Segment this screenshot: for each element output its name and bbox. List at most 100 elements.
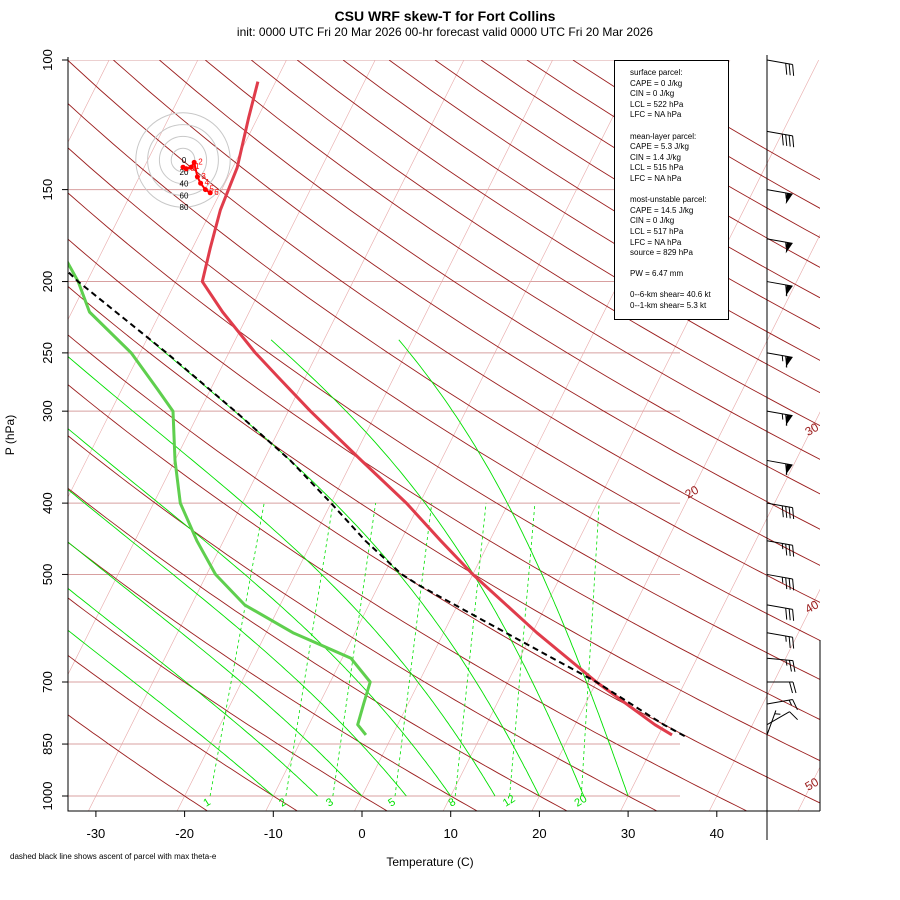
dry-adiabat-line — [251, 60, 820, 427]
mixing-ratio-line — [580, 503, 600, 797]
barb-half-flag — [781, 577, 784, 583]
barb-shaft — [766, 410, 793, 417]
barb-flag — [781, 505, 784, 518]
chart-title: CSU WRF skew-T for Fort Collins — [334, 8, 556, 24]
barb-shaft — [766, 540, 793, 546]
hodograph-point-label: 5 — [209, 185, 214, 194]
barb-shaft — [766, 711, 790, 726]
hodograph-point-label: 0 — [190, 164, 195, 173]
x-axis-label: Temperature (C) — [386, 855, 474, 869]
barb-flag — [788, 660, 792, 672]
barb-flag — [785, 414, 788, 426]
barb-flag — [788, 63, 791, 76]
parcel-info-box: surface parcel: CAPE = 0 J/kg CIN = 0 J/… — [614, 60, 729, 320]
surface-cape: CAPE = 0 J/kg — [630, 78, 683, 88]
surface-lcl: LCL = 522 hPa — [630, 99, 684, 109]
moist-adiabat-line — [398, 339, 629, 797]
hodograph-ring-label: 80 — [180, 203, 189, 212]
barb-shaft — [766, 130, 793, 137]
wind-barb — [766, 573, 795, 591]
barb-half-flag — [785, 192, 787, 199]
barb-flag — [789, 681, 793, 694]
barb-half-flag — [785, 659, 788, 666]
hodograph-ring-label: 0 — [182, 156, 187, 165]
most-unstable-cin: CIN = 0 J/kg — [630, 216, 675, 226]
hodograph-point — [188, 164, 194, 170]
y-tick-label: 500 — [40, 564, 55, 586]
y-tick-label: 1000 — [40, 782, 55, 811]
moist-adiabat-line — [68, 356, 496, 797]
wind-barb — [766, 238, 793, 254]
moist-adiabat-line — [68, 629, 274, 797]
barb-shaft — [766, 604, 793, 610]
y-tick-label: 850 — [40, 733, 55, 755]
hodograph-point — [194, 174, 200, 180]
mixing-ratio-line — [285, 503, 334, 797]
hodograph-ring-label: 60 — [180, 191, 189, 200]
barb-flag — [785, 284, 788, 297]
isotherm-line — [176, 60, 553, 811]
barb-flag — [785, 134, 788, 147]
hodograph-point — [183, 166, 189, 172]
x-tick-label: 20 — [532, 826, 546, 841]
hodograph-point — [191, 159, 197, 165]
barb-flag — [792, 637, 795, 649]
mean-layer-cape: CAPE = 5.3 J/kg — [630, 142, 689, 152]
dry-adiabat-line — [159, 60, 820, 495]
mixing-ratio-label: 3 — [324, 796, 336, 809]
most-unstable-cape: CAPE = 14.5 J/kg — [630, 205, 694, 215]
barb-half-flag — [781, 355, 784, 362]
sounding-series — [68, 81, 686, 737]
dry-adiabat-line — [205, 60, 820, 460]
x-tick-label: -20 — [175, 826, 194, 841]
axes-frame — [67, 57, 820, 812]
mixing-ratio-line — [209, 503, 265, 797]
barb-flag — [785, 608, 788, 620]
shear-0-6km: 0--6-km shear= 40.6 kt — [630, 290, 711, 300]
wind-barb — [766, 189, 793, 205]
isotherm-label: 50 — [803, 775, 822, 794]
dry-adiabat-line — [68, 597, 389, 811]
barb-flag — [785, 544, 788, 556]
wind-barb — [766, 657, 796, 672]
wind-barb — [766, 540, 795, 557]
hodograph-ring — [147, 124, 219, 196]
y-tick-label: 300 — [40, 400, 55, 422]
barb-flag — [792, 681, 797, 694]
dry-adiabat-line — [68, 285, 820, 762]
y-tick-label: 150 — [40, 179, 55, 201]
wind-barb — [767, 681, 797, 694]
x-tick-label: 10 — [443, 826, 457, 841]
hodograph-point-label: 1 — [195, 162, 200, 171]
hodograph-point — [207, 190, 213, 196]
wind-barb — [766, 632, 795, 649]
wind-barb — [766, 130, 795, 148]
y-tick-label: 250 — [40, 342, 55, 364]
barb-flag — [792, 545, 795, 557]
background-lines — [68, 60, 820, 811]
mean-layer-parcel-header: mean-layer parcel: — [630, 131, 697, 141]
dry-adiabat-line — [68, 541, 479, 811]
chart-subtitle: init: 0000 UTC Fri 20 Mar 2026 00-hr for… — [236, 25, 654, 39]
hodograph-ring-label: 40 — [180, 180, 189, 189]
barb-flag — [792, 64, 795, 76]
barb-flag — [792, 507, 795, 520]
y-tick-label: 700 — [40, 671, 55, 693]
barb-shaft — [766, 573, 793, 580]
barb-half-flag — [781, 543, 784, 550]
mixing-ratio-label: 1 — [201, 796, 213, 809]
dry-adiabat-line — [68, 147, 820, 641]
isotherm-line — [442, 60, 819, 811]
wind-barb — [766, 281, 793, 297]
dry-adiabat-line — [68, 714, 209, 811]
mixing-ratio-line — [509, 503, 536, 797]
isotherm-line — [88, 60, 465, 811]
hodograph-point — [198, 180, 204, 186]
mean-layer-lfc: LFC = NA hPa — [630, 173, 682, 183]
moist-adiabat-line — [68, 587, 318, 797]
barb-half-flag — [781, 413, 784, 420]
dry-adiabat-line — [113, 60, 820, 530]
